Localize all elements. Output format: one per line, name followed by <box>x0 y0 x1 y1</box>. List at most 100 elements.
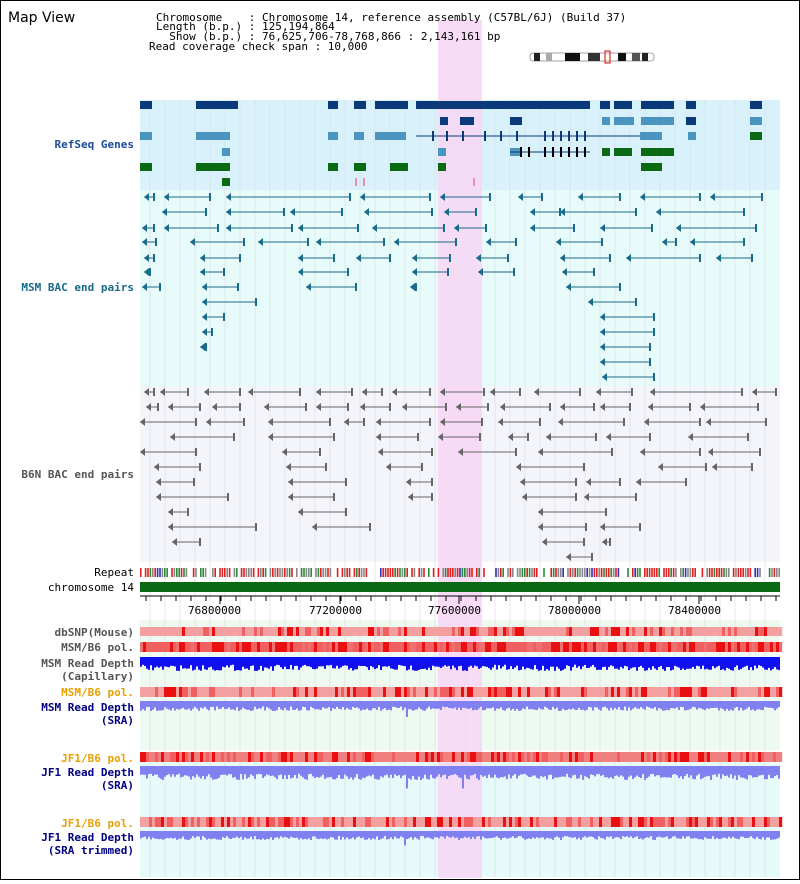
heat-cell <box>527 642 531 652</box>
heat-cell <box>533 752 537 762</box>
heat-cell <box>509 642 513 652</box>
heat-cell <box>179 752 183 762</box>
heat-cell <box>281 687 285 697</box>
track-label-b6n-bac[interactable]: B6N BAC end pairs <box>21 468 134 481</box>
repeat-element <box>224 568 226 577</box>
track-label-jf1-depth-trimmed[interactable]: JF1 Read Depth <box>41 831 134 844</box>
heat-cell <box>707 627 711 636</box>
depth-bar <box>390 701 392 711</box>
depth-bar <box>328 766 330 778</box>
depth-bar <box>224 831 226 838</box>
track-label-msm-depth-sra[interactable]: MSM Read Depth <box>41 701 134 714</box>
depth-bar <box>188 701 190 709</box>
heat-cell <box>548 817 552 827</box>
depth-bar <box>152 766 154 776</box>
track-label-msm-pol[interactable]: MSM/B6 pol. <box>61 641 134 654</box>
gene-feature <box>614 101 632 109</box>
bac-end-marker <box>376 433 381 441</box>
heat-cell <box>398 627 402 636</box>
bac-end-marker <box>363 418 365 426</box>
depth-bar <box>326 701 328 709</box>
heat-cell <box>536 627 540 636</box>
depth-bar <box>604 657 606 667</box>
heat-cell <box>518 752 522 762</box>
heat-cell <box>770 687 774 697</box>
heat-cell <box>275 687 279 697</box>
track-label-msm-pol-2[interactable]: MSM/B6 pol. <box>61 686 134 699</box>
depth-bar <box>770 766 772 778</box>
bac-end-marker <box>431 493 433 501</box>
heat-cell <box>230 817 234 827</box>
depth-bar <box>140 766 142 775</box>
depth-bar <box>680 766 682 777</box>
heat-cell <box>455 752 459 762</box>
heat-cell <box>224 752 228 762</box>
heat-cell <box>491 687 495 697</box>
bac-end-marker <box>199 403 201 411</box>
track-label-jf1-pol[interactable]: JF1/B6 pol. <box>61 752 134 765</box>
depth-bar <box>238 831 240 839</box>
depth-bar <box>494 831 496 838</box>
depth-bar <box>514 701 516 711</box>
depth-bar <box>198 831 200 837</box>
heat-cell <box>242 627 246 636</box>
depth-bar <box>616 657 618 669</box>
repeat-element <box>708 568 711 577</box>
depth-bar <box>612 657 614 667</box>
bac-end-marker <box>204 388 209 396</box>
repeat-element <box>687 568 689 577</box>
depth-bar <box>566 701 568 710</box>
heat-cell <box>587 627 591 636</box>
track-label-msm-depth-capillary[interactable]: MSM Read Depth <box>41 657 134 670</box>
heat-cell <box>776 627 780 636</box>
heat-cell <box>530 642 534 652</box>
heat-cell <box>773 817 777 827</box>
repeat-element <box>543 568 545 577</box>
track-label-refseq[interactable]: RefSeq Genes <box>54 138 134 151</box>
depth-bar <box>280 766 282 775</box>
repeat-element <box>399 568 401 577</box>
heat-cell <box>713 627 717 636</box>
heat-cell <box>602 752 606 762</box>
depth-bar <box>456 831 458 838</box>
depth-bar <box>226 831 228 837</box>
bac-end-marker <box>685 478 687 486</box>
heat-cell <box>527 752 531 762</box>
heat-cell <box>569 752 573 762</box>
depth-bar <box>260 831 262 840</box>
depth-bar <box>626 657 628 667</box>
heat-cell <box>683 627 687 636</box>
depth-bar <box>216 831 218 840</box>
heat-cell <box>491 817 495 827</box>
track-label-jf1-depth[interactable]: JF1 Read Depth <box>41 766 134 779</box>
depth-bar <box>240 766 242 774</box>
depth-bar <box>582 766 584 780</box>
heat-cell <box>677 642 681 652</box>
heat-cell <box>650 752 654 762</box>
bac-end-marker <box>429 388 431 396</box>
heat-cell <box>266 642 270 652</box>
track-label-dbsnp[interactable]: dbSNP(Mouse) <box>54 626 134 639</box>
depth-bar <box>566 657 568 666</box>
heat-cell <box>440 687 444 697</box>
depth-bar <box>518 766 520 776</box>
depth-bar <box>296 657 298 666</box>
heat-cell <box>665 627 669 636</box>
depth-bar <box>382 831 384 839</box>
depth-bar <box>598 701 600 710</box>
bac-end-marker <box>378 448 383 456</box>
depth-bar <box>162 701 164 711</box>
track-label-jf1-pol-2[interactable]: JF1/B6 pol. <box>61 817 134 830</box>
depth-bar <box>474 831 476 840</box>
depth-bar <box>472 766 474 776</box>
depth-bar <box>242 701 244 708</box>
depth-bar <box>276 657 278 665</box>
heat-cell <box>704 817 708 827</box>
heat-cell <box>563 752 567 762</box>
track-label-msm-bac[interactable]: MSM BAC end pairs <box>21 281 134 294</box>
depth-bar <box>310 657 312 668</box>
heat-cell <box>338 817 342 827</box>
heat-cell <box>644 627 648 636</box>
repeat-element <box>284 568 286 577</box>
depth-bar <box>408 766 410 779</box>
